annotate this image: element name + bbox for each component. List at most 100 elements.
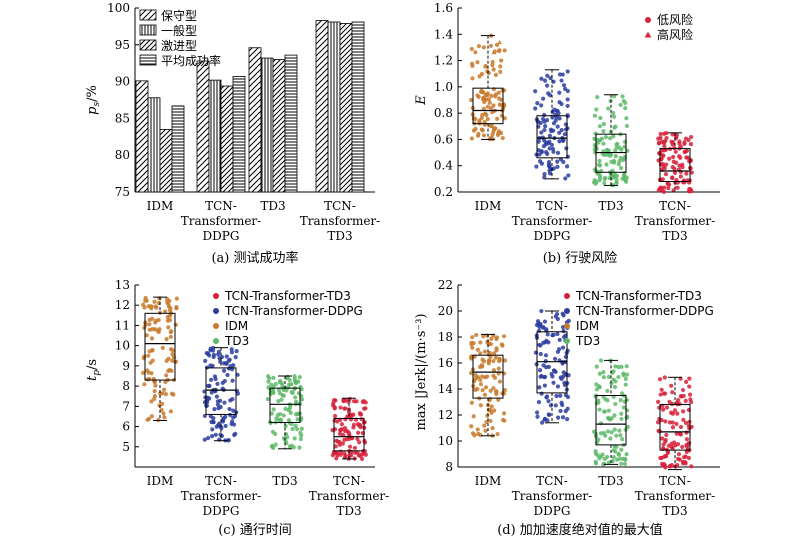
panel-b-point [597,158,602,163]
panel-d-point [494,346,499,351]
panel-d-point [602,409,607,414]
panel-c-box [333,417,365,452]
panel-b-point [672,170,678,175]
panel-d-point [664,405,669,410]
panel-d-point [546,399,551,404]
panel-c-point [269,444,274,449]
panel-d-point [493,355,498,360]
panel-d-point [501,334,507,339]
panel-a-legend-swatch [139,54,157,66]
panel-c-point [231,408,236,413]
panel-b-point [539,161,545,166]
panel-d-point [491,351,497,356]
panel-d-point [494,389,499,394]
panel-b-point [484,112,489,118]
panel-d-point [559,376,564,381]
panel-c-ylabel: tp/s [85,359,102,381]
panel-c-point [227,406,232,412]
panel-b-point [664,135,669,141]
panel-a-xtick-label: TCN- [324,199,356,213]
panel-c-point [156,329,161,335]
panel-d-point [491,386,496,391]
panel-b-point [598,175,603,180]
panel-d-point [619,447,624,452]
panel-b-point [596,140,601,145]
panel-b-point [492,49,498,54]
panel-c-ytick-label: 5 [122,440,130,454]
panel-d-point [670,425,676,430]
panel-a-legend-label: 保守型 [161,9,197,23]
panel-c-point [216,352,221,357]
panel-d-point [655,420,661,425]
panel-c-point [208,377,214,382]
panel-b-xtick-label: TCN- [659,199,691,213]
panel-d-point [605,398,610,403]
panel-c-caption: (c) 通行时间 [218,523,292,538]
panel-c-point [227,357,232,362]
panel-b-point [491,129,496,134]
panel-c-point [233,355,238,360]
panel-c-point [346,399,351,404]
panel-d-point [539,391,544,396]
panel-b-point [482,99,487,105]
panel-b-point [661,189,667,194]
panel-d-point [480,364,485,369]
panel-d-point [474,332,479,338]
panel-b-point [493,72,498,77]
panel-c-point [145,368,150,373]
panel-c-point [143,298,148,303]
panel-b-point [542,172,547,177]
panel-d-point [471,414,476,419]
panel-c-point [209,390,214,395]
panel-d-point [536,399,542,405]
panel-b-point [591,180,597,185]
panel-c-point [235,391,240,396]
panel-d-point [678,424,684,430]
panel-d-xtick-label: TD3 [662,504,687,518]
panel-d-point [499,342,505,347]
panel-b-point [486,70,491,76]
panel-d-point [670,446,675,451]
panel-c-point [298,436,303,442]
panel-c-point [168,334,173,339]
panel-c-point [292,436,297,441]
panel-c-point [147,322,152,327]
panel-c-point [153,320,158,325]
panel-b-point [562,132,567,137]
panel-c-point [356,453,361,458]
panel-b-point [689,170,694,175]
panel-d-point [657,377,663,382]
panel-c-box [269,387,301,424]
panel-d-point [560,311,565,316]
panel-c-box [205,367,237,415]
panel-c-point [159,407,164,412]
panel-d-point [475,427,480,432]
panel-d-point [608,436,613,441]
panel-d-point [553,403,558,408]
panel-c-legend-label: IDM [225,319,248,333]
panel-a-bar [339,23,353,193]
panel-b-point [599,136,604,141]
panel-a-xtick-label: Transformer- [300,214,380,228]
panel-d-point [476,431,481,436]
panel-b-point [546,141,551,146]
panel-b-point [481,45,487,50]
panel-c-point [208,363,213,368]
panel-a-xtick-label: Transformer- [181,214,261,228]
panel-d-point [544,394,550,399]
panel-c-legend-label: TCN-Transformer-TD3 [224,289,351,303]
panel-b-point [490,59,495,65]
panel-c-point [286,385,291,390]
panel-c-xtick-label: IDM [147,474,174,488]
panel-c-point [359,417,364,422]
panel-b-point [656,136,661,141]
panel-b-legend-marker [644,31,652,38]
panel-b-point [604,152,609,157]
panel-b-point [612,172,617,177]
panel-c-point [355,436,360,442]
panel-a-bar [196,60,210,193]
panel-b-point [539,76,544,81]
panel-b-point [490,63,495,68]
